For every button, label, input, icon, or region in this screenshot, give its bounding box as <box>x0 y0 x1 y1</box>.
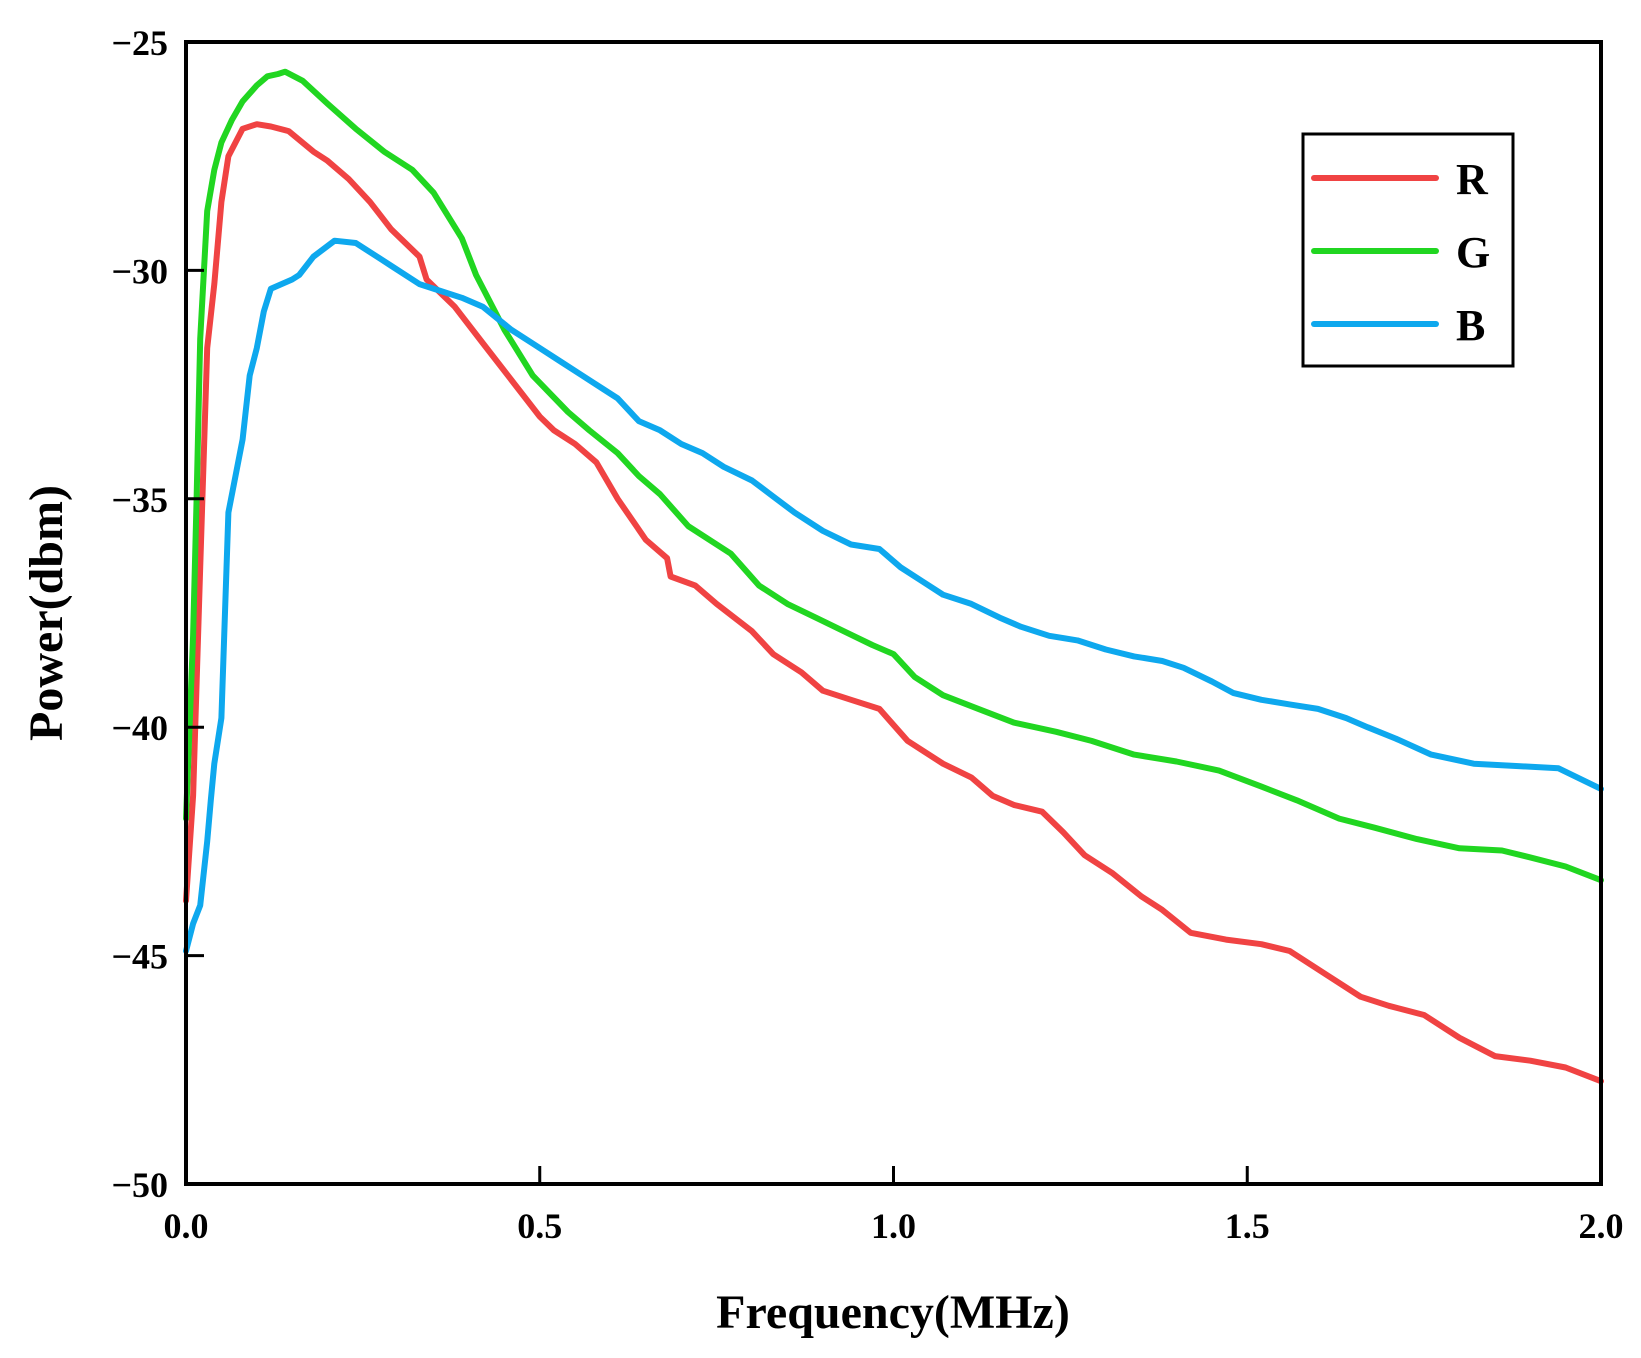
legend-items: RGB <box>1311 155 1490 350</box>
legend-label: B <box>1456 301 1485 350</box>
series-line-g <box>183 68 1604 884</box>
y-tick-label: −50 <box>111 1165 168 1205</box>
x-tick-label: 2.0 <box>1579 1206 1624 1246</box>
legend-label: G <box>1456 228 1490 277</box>
series-line-b <box>183 237 1604 954</box>
series-layer <box>183 68 1604 1085</box>
y-tick-label: −45 <box>111 937 168 977</box>
y-tick-label: −25 <box>111 23 168 63</box>
y-tick-label: −40 <box>111 708 168 748</box>
axis-tick-labels: 0.0 0.5 1.0 1.5 2.0 −25 −30 −35 −40 −45 −50 <box>111 23 1623 1246</box>
x-tick-label: 1.0 <box>871 1206 916 1246</box>
axis-ticks <box>184 40 1603 1186</box>
x-tick-label: 0.0 <box>164 1206 209 1246</box>
legend-item-g: G <box>1311 228 1490 277</box>
legend-item-r: R <box>1311 155 1489 204</box>
legend: RGB <box>1301 132 1515 368</box>
legend-label: R <box>1456 155 1489 204</box>
y-tick-label: −35 <box>111 480 168 520</box>
series-line-r <box>183 121 1604 1085</box>
legend-item-b: B <box>1311 301 1485 350</box>
y-axis-title: Power(dbm) <box>20 485 73 741</box>
x-tick-label: 0.5 <box>517 1206 562 1246</box>
y-tick-label: −30 <box>111 251 168 291</box>
x-axis-title: Frequency(MHz) <box>716 1286 1070 1339</box>
x-tick-label: 1.5 <box>1225 1206 1270 1246</box>
